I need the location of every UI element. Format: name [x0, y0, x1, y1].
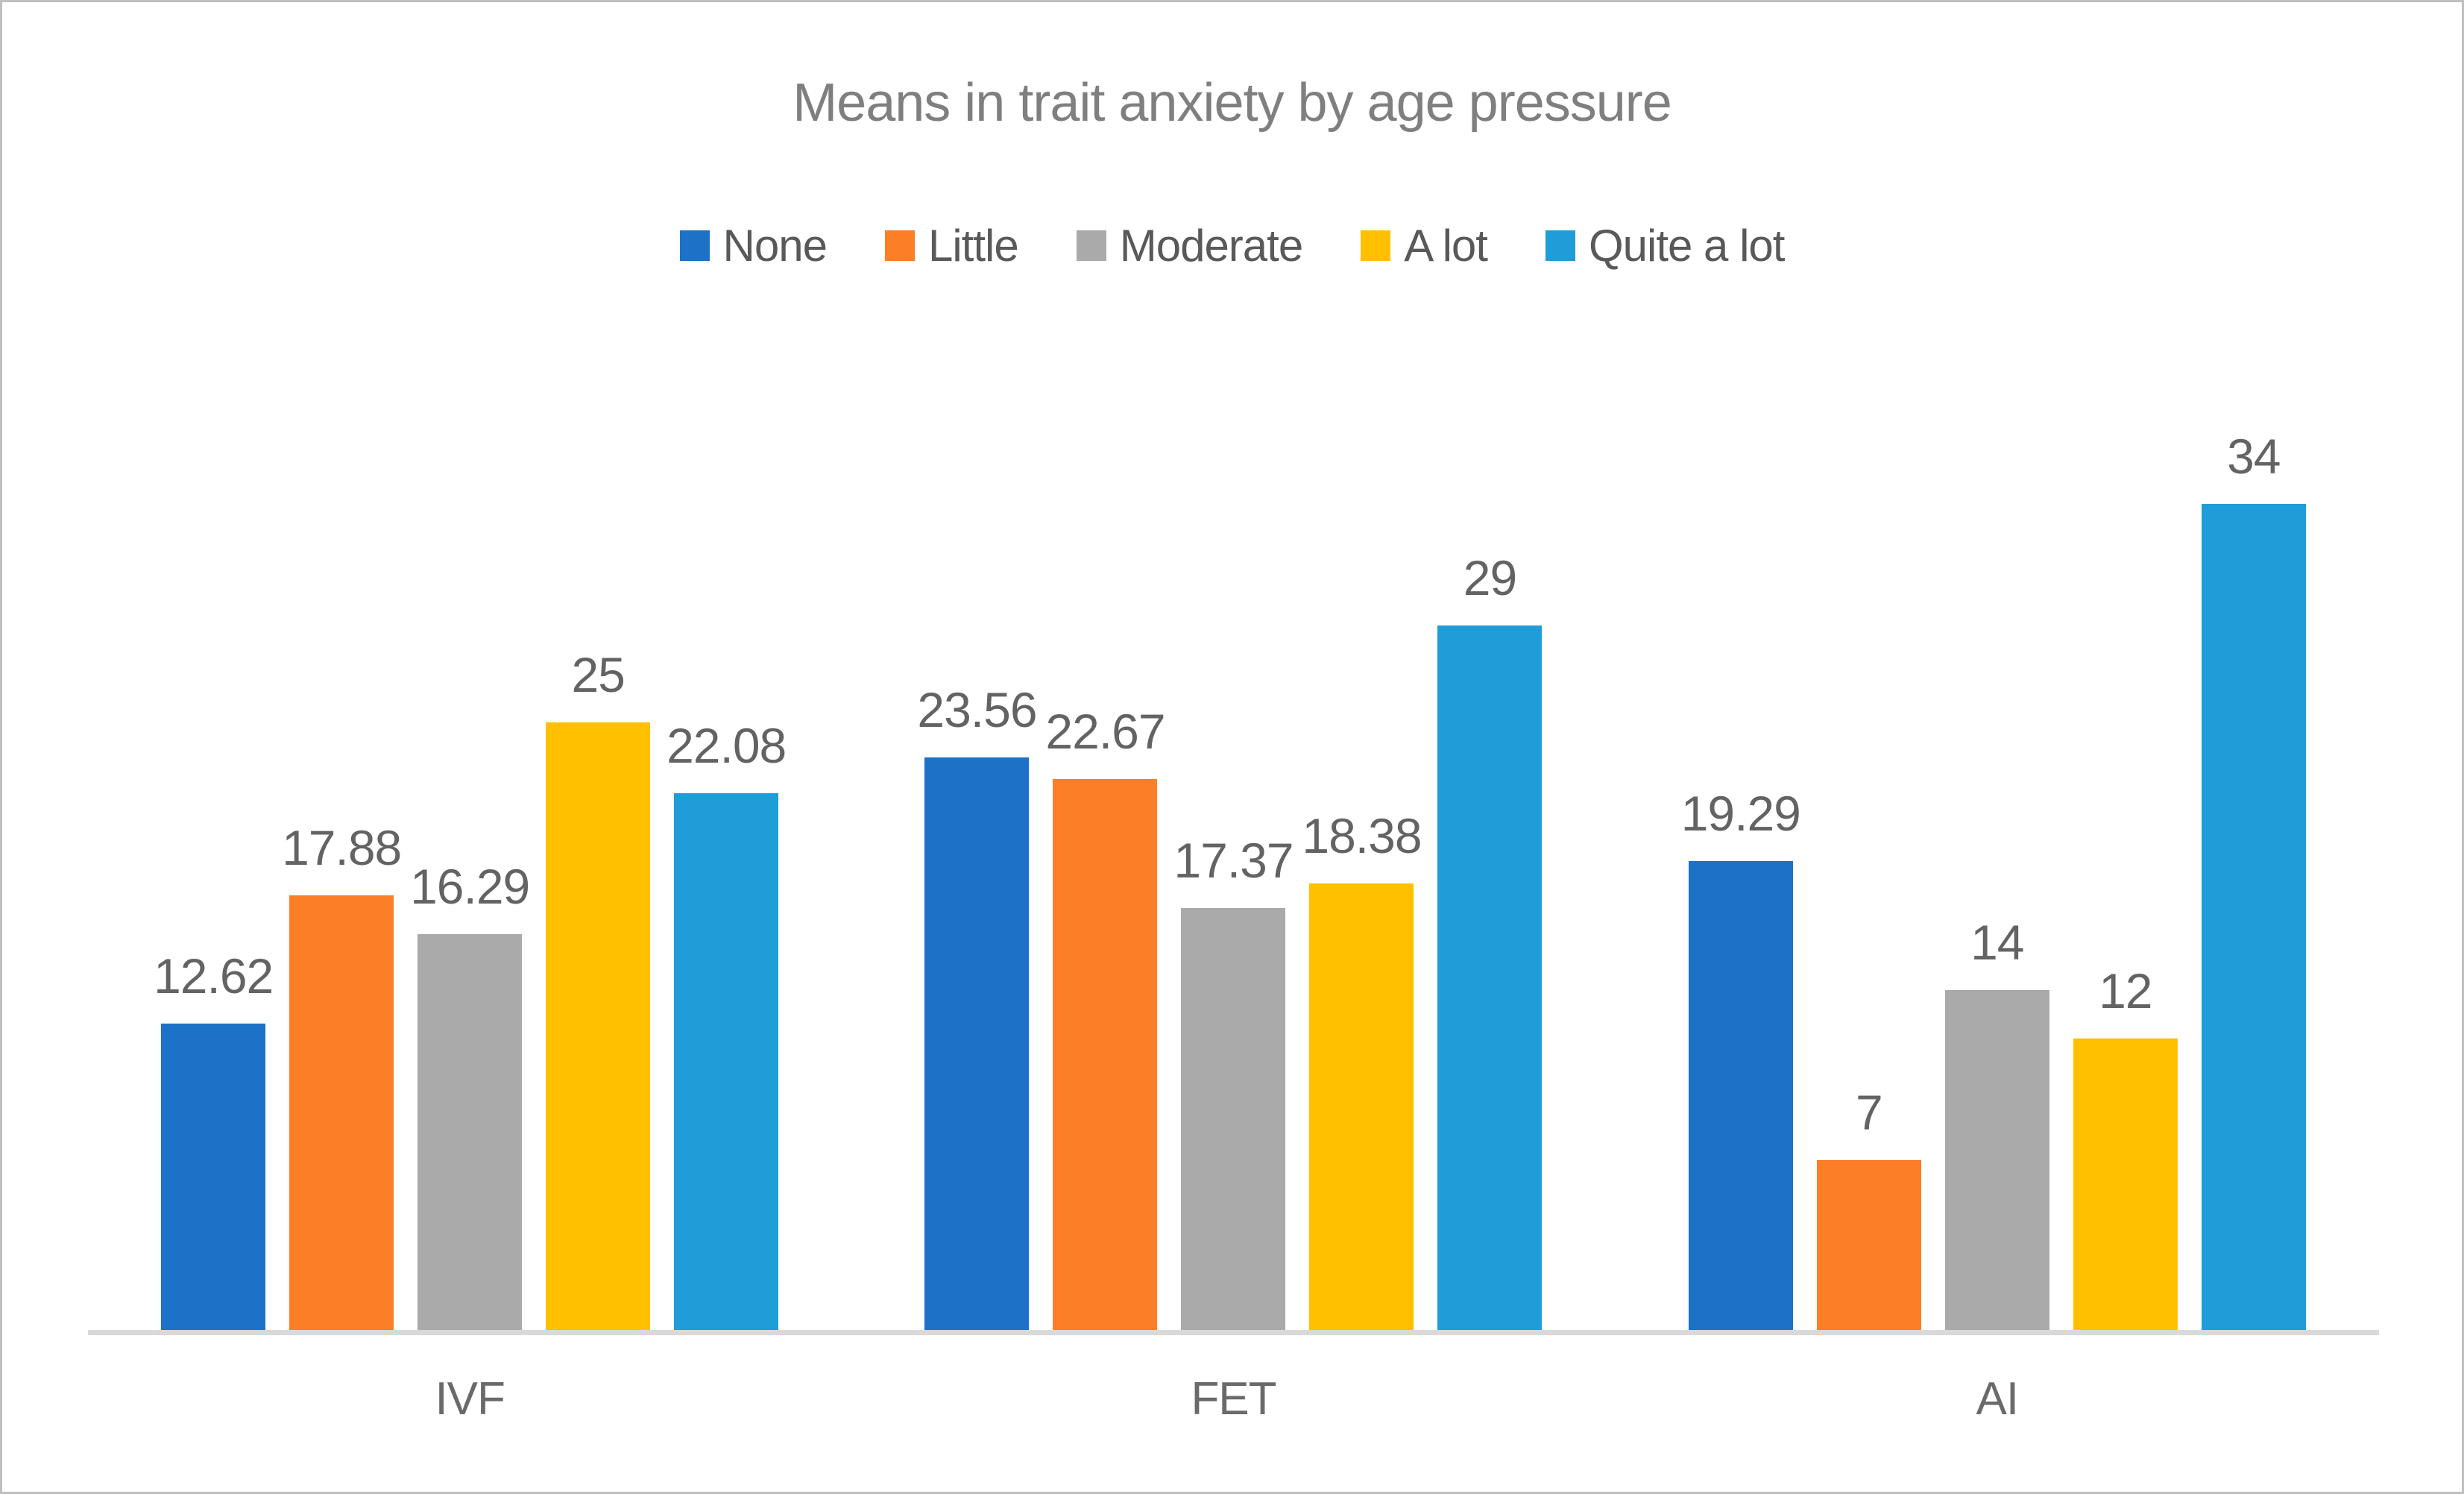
- bar-value-label: 12: [2099, 962, 2152, 1018]
- legend-swatch-quite-a-lot: [1545, 230, 1575, 261]
- bar-value-label: 17.88: [282, 820, 402, 876]
- bar-value-label: 25: [571, 647, 625, 702]
- x-axis-line: [88, 1330, 2379, 1335]
- legend-swatch-moderate: [1076, 230, 1106, 261]
- bar-fet-a-lot: 18.38: [1302, 808, 1422, 1330]
- legend-label: Quite a lot: [1588, 221, 1785, 271]
- legend-swatch-little: [884, 230, 915, 261]
- bar-ai-none: 19.29: [1681, 786, 1801, 1330]
- bar-ai-little: 7: [1816, 1085, 1921, 1330]
- bar-value-label: 22.67: [1045, 704, 1165, 759]
- bar-ai-moderate: 14: [1944, 915, 2049, 1330]
- bar-value-label: 16.29: [410, 858, 530, 914]
- category-label-ivf: IVF: [435, 1373, 505, 1425]
- bar-value-label: 18.38: [1302, 807, 1422, 863]
- legend: None Little Moderate A lot Quite a lot: [2, 220, 2462, 271]
- bar-value-label: 22.08: [667, 718, 787, 774]
- legend-swatch-none: [679, 230, 710, 261]
- legend-label: Moderate: [1119, 221, 1303, 271]
- bar-group-ivf: 12.62 17.88 16.29 25 22.08: [88, 2, 851, 1330]
- bar-fet-quite-a-lot: 29: [1437, 550, 1543, 1330]
- legend-label: None: [722, 221, 828, 271]
- category-label-ai: AI: [1976, 1373, 2020, 1425]
- bar-value-label: 7: [1855, 1084, 1883, 1140]
- legend-item-moderate: Moderate: [1076, 220, 1303, 271]
- bar-value-label: 14: [1970, 914, 2024, 970]
- bar-value-label: 19.29: [1680, 786, 1801, 842]
- bar-value-label: 12.62: [154, 948, 274, 1003]
- legend-label: A lot: [1404, 221, 1488, 271]
- bar-ai-a-lot: 12: [2073, 963, 2178, 1330]
- bar-fet-little: 22.67: [1045, 704, 1166, 1330]
- legend-item-a-lot: A lot: [1361, 220, 1488, 271]
- bar-value-label: 23.56: [917, 681, 1037, 737]
- bar-group-ai: 19.29 7 14 12 34: [1616, 2, 2379, 1330]
- legend-item-none: None: [679, 220, 828, 271]
- legend-swatch-a-lot: [1361, 230, 1391, 261]
- legend-item-little: Little: [884, 220, 1019, 271]
- bar-value-label: 29: [1463, 549, 1517, 605]
- bar-ai-quite-a-lot: 34: [2201, 429, 2306, 1330]
- category-label-fet: FET: [1191, 1373, 1276, 1425]
- plot-area: 12.62 17.88 16.29 25 22.08 23.56 22.67 17.37 18.…: [88, 2, 2379, 1330]
- category-axis: IVF FET AI: [88, 1372, 2379, 1425]
- legend-label: Little: [927, 221, 1019, 271]
- chart-title: Means in trait anxiety by age pressure: [793, 73, 1672, 133]
- bar-ivf-moderate: 16.29: [410, 859, 530, 1330]
- bar-value-label: 34: [2227, 428, 2281, 484]
- bar-group-fet: 23.56 22.67 17.37 18.38 29: [851, 2, 1615, 1330]
- bar-value-label: 17.37: [1173, 832, 1294, 888]
- bar-ivf-quite-a-lot: 22.08: [667, 718, 787, 1330]
- bar-fet-moderate: 17.37: [1173, 833, 1294, 1330]
- bar-ivf-none: 12.62: [154, 948, 274, 1330]
- legend-item-quite-a-lot: Quite a lot: [1545, 220, 1785, 271]
- bar-fet-none: 23.56: [917, 682, 1038, 1330]
- bar-ivf-little: 17.88: [282, 820, 402, 1330]
- bar-ivf-a-lot: 25: [546, 647, 651, 1330]
